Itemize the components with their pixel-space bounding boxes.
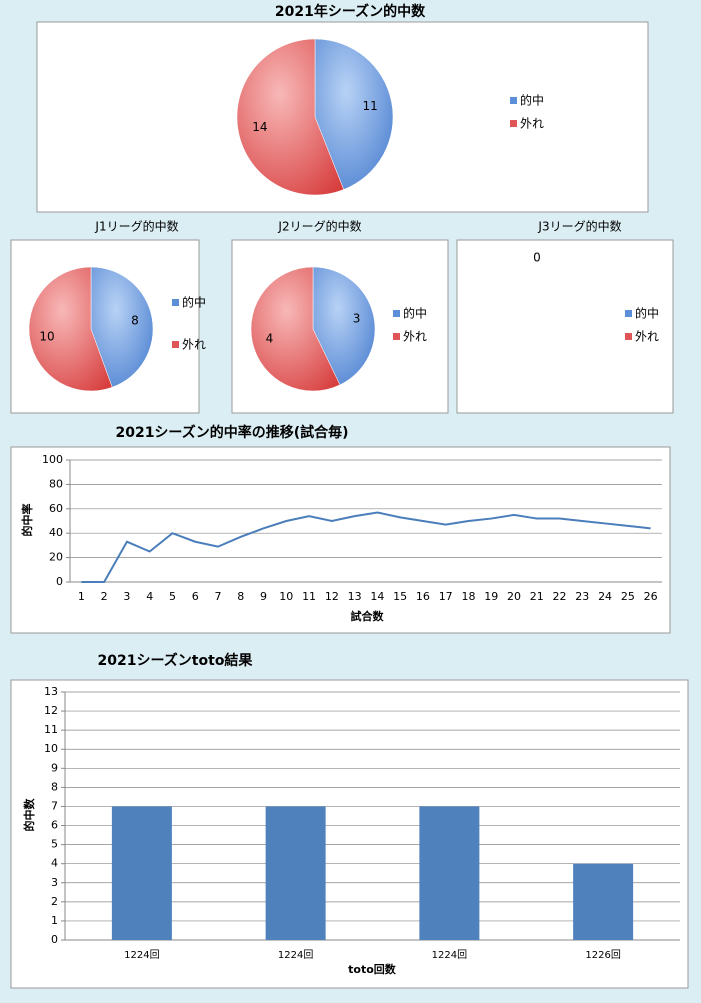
x-tick-label: 4 [146,590,153,603]
x-tick-label: 8 [237,590,244,603]
x-tick-label: 13 [348,590,362,603]
x-tick-label: 7 [215,590,222,603]
y-tick-label: 80 [49,477,63,490]
chart-title: J3リーグ的中数 [537,219,621,234]
x-tick-label: 9 [260,590,267,603]
x-tick-label: 24 [598,590,612,603]
y-tick-label: 8 [51,780,58,793]
x-axis-title: 試合数 [351,609,385,623]
x-tick-label: 1224回 [432,949,467,961]
legend-swatch [393,333,400,340]
x-tick-label: 26 [644,590,658,603]
y-tick-label: 2 [51,895,58,908]
legend-label: 外れ [403,330,427,344]
x-tick-label: 17 [439,590,453,603]
y-tick-label: 0 [56,575,63,588]
y-tick-label: 10 [44,742,58,755]
x-tick-label: 18 [461,590,475,603]
x-tick-label: 6 [192,590,199,603]
x-axis-title: toto回数 [348,962,397,976]
x-tick-label: 1224回 [278,949,313,961]
data-label: 4 [266,331,274,345]
data-label: 0 [533,251,541,265]
chart-title: J2リーグ的中数 [277,219,361,234]
chart-frame [456,239,674,414]
legend-label: 的中 [403,306,427,321]
y-tick-label: 12 [44,704,58,717]
data-label: 14 [252,120,267,134]
y-tick-label: 3 [51,876,58,889]
legend-label: 的中 [182,295,206,310]
x-tick-label: 19 [484,590,498,603]
legend-swatch [172,299,179,306]
legend-swatch [510,97,517,104]
chart-frame [10,446,671,634]
y-tick-label: 1 [51,914,58,927]
legend-swatch [625,310,632,317]
pie-slice [236,38,345,196]
legend-swatch [510,120,517,127]
x-tick-label: 1224回 [124,949,159,961]
data-label: 3 [353,312,361,326]
y-tick-label: 7 [51,799,58,812]
y-tick-label: 9 [51,761,58,774]
y-axis-title: 的中率 [20,504,34,537]
y-tick-label: 20 [49,551,63,564]
chart-title: J1リーグ的中数 [94,219,178,234]
legend-swatch [172,341,179,348]
legend-label: 外れ [635,330,659,344]
data-label: 10 [39,329,54,343]
x-tick-label: 16 [416,590,430,603]
pie-slice [90,266,154,388]
x-tick-label: 22 [553,590,567,603]
x-tick-label: 15 [393,590,407,603]
y-tick-label: 40 [49,526,63,539]
legend-label: 的中 [635,306,659,321]
y-axis-title: 的中数 [22,798,36,832]
y-tick-label: 0 [51,933,58,946]
x-tick-label: 1 [78,590,85,603]
x-tick-label: 5 [169,590,176,603]
bar [111,806,172,940]
data-label: 11 [363,99,378,113]
line-series [81,511,651,583]
x-tick-label: 1226回 [585,949,620,961]
data-label: 8 [131,314,139,328]
x-tick-label: 3 [123,590,130,603]
y-tick-label: 13 [44,685,58,698]
x-tick-label: 23 [575,590,589,603]
y-tick-label: 6 [51,819,58,832]
bar [265,806,326,940]
x-tick-label: 25 [621,590,635,603]
x-tick-label: 2 [101,590,108,603]
bar [573,863,634,940]
legend-label: 外れ [182,338,206,352]
x-tick-label: 11 [302,590,316,603]
bar [419,806,480,940]
x-tick-label: 14 [370,590,384,603]
x-tick-label: 10 [279,590,293,603]
legend-label: 的中 [520,93,544,108]
legend-label: 外れ [520,117,544,131]
y-tick-label: 60 [49,502,63,515]
chart-title: 2021シーズン的中率の推移(試合毎) [115,424,348,441]
chart-title: 2021年シーズン的中数 [275,3,426,20]
y-tick-label: 4 [51,857,58,870]
pie-slice [250,266,341,392]
y-tick-label: 11 [44,723,58,736]
legend-swatch [393,310,400,317]
pie-slice [28,266,113,392]
pie-slice [314,38,394,190]
x-tick-label: 12 [325,590,339,603]
legend-swatch [625,333,632,340]
x-tick-label: 21 [530,590,544,603]
chart-title: 2021シーズンtoto結果 [98,652,254,669]
x-tick-label: 20 [507,590,521,603]
pie-slice [312,266,376,386]
y-tick-label: 5 [51,838,58,851]
y-tick-label: 100 [42,453,63,466]
